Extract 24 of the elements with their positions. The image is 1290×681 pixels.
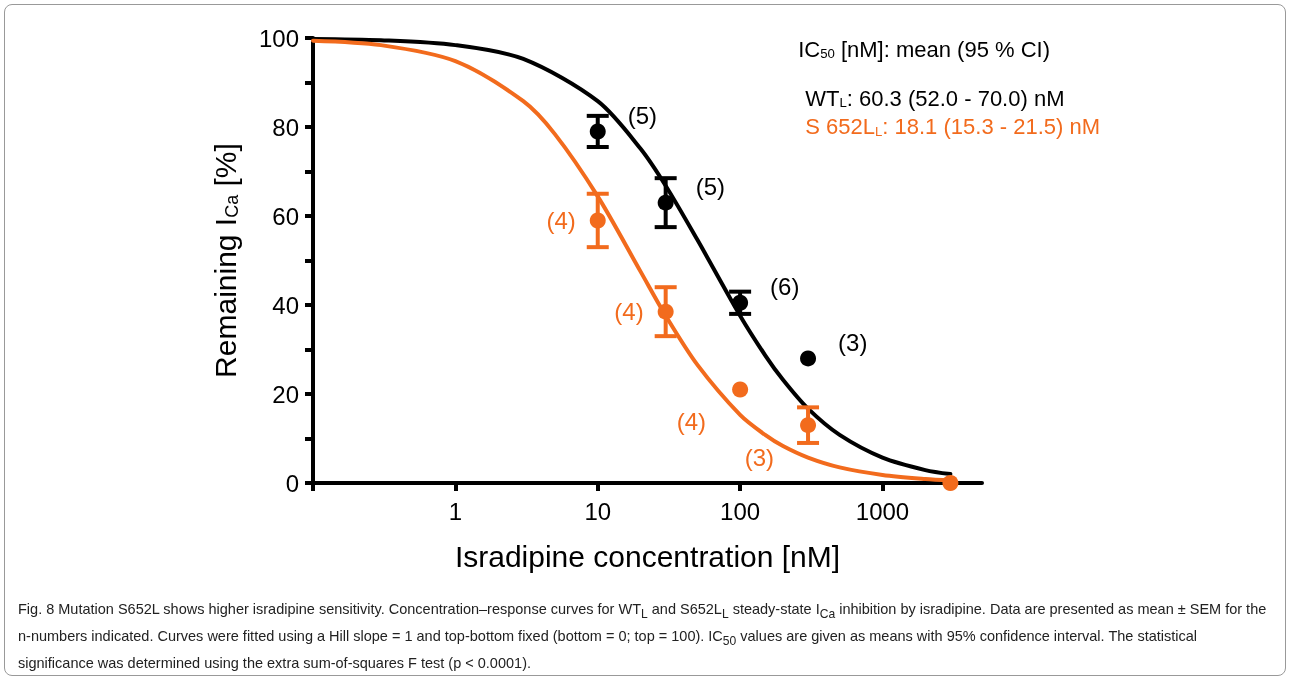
annotation: (5) xyxy=(695,173,726,201)
y-axis-title: Remaining ICa [%] xyxy=(208,143,242,378)
annotation: (3) xyxy=(838,328,868,356)
y-tick-label: 40 xyxy=(272,291,299,319)
y-tick-label: 20 xyxy=(272,380,299,408)
annotation: (4) xyxy=(676,408,707,436)
annotation: (4) xyxy=(546,206,576,234)
legend-title: IC50 [nM]: mean (95 % CI) xyxy=(798,36,1051,62)
text: S 652LL: 18.1 (15.3 - 21.5) nM xyxy=(805,113,1100,139)
y-tick-label: 80 xyxy=(272,113,299,141)
text: WTL: 60.3 (52.0 - 70.0) nM xyxy=(805,85,1065,111)
x-tick-label: 10 xyxy=(584,497,612,525)
annotation: (3) xyxy=(744,443,775,471)
text: Fig. 8 Mutation S652L shows higher isradipine sensitivity. Concentration–response curves for WT$_{L}$ and S652L$_{L}$ steady-state I$_{Ca}$ inhibition by isradipine. Data are presented as mean ± SEM for the n-numbers indicated. Curves were fitted using a Hill slope = 1 and top-bottom fixed (bottom = 0; top = 100). IC$_{50}$ values are given as means with 95% confidence interval. The statistical significance was determined using the extra sum-of-squares F test (p < 0.0001). xyxy=(18,601,1267,671)
x-axis-title: Isradipine concentration [nM] xyxy=(454,539,841,573)
x-tick-label: 100 xyxy=(720,497,761,525)
annotation: (5) xyxy=(627,101,658,129)
y-tick-label: 0 xyxy=(285,469,299,497)
x-tick-label: 1000 xyxy=(855,497,910,525)
y-tick-label: 60 xyxy=(272,202,299,230)
annotation: (6) xyxy=(770,273,800,301)
y-tick-label: 100 xyxy=(258,24,299,52)
annotation: (4) xyxy=(614,298,644,326)
x-tick-label: 1 xyxy=(448,497,463,525)
